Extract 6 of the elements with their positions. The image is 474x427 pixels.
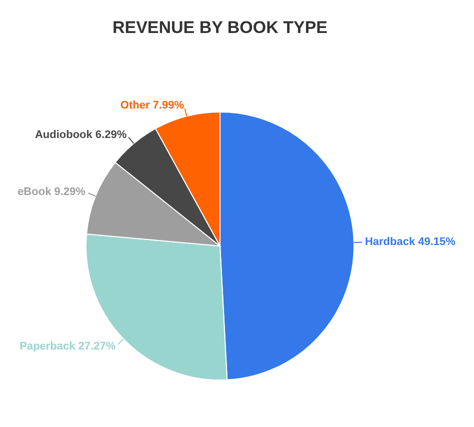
slice-label: Audiobook 6.29% [34,128,127,141]
slice-label: Paperback 27.27% [20,340,116,353]
slice-label: eBook 9.29% [18,186,86,198]
chart-title: REVENUE BY BOOK TYPE [112,18,328,37]
slice-label: Hardback 49.15% [364,236,456,248]
slice-label: Other 7.99% [120,99,184,112]
